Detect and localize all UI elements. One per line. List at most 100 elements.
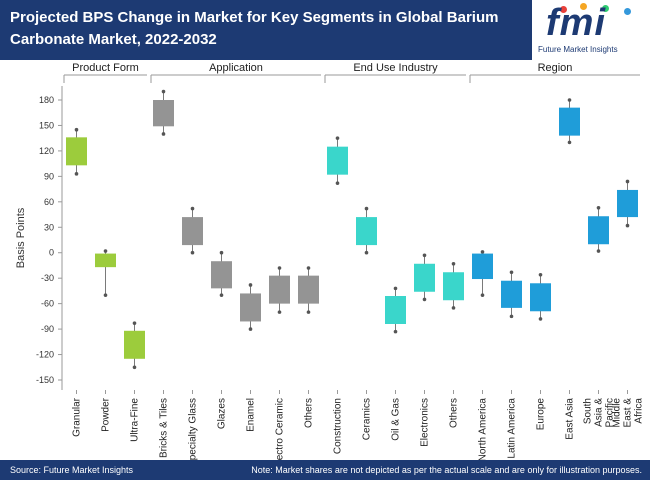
y-tick-label: 150 [39, 120, 54, 130]
x-tick-label: Enamel [246, 398, 257, 432]
y-tick-label: -90 [41, 324, 54, 334]
box-others [298, 275, 319, 304]
logo-dot-orange [580, 3, 587, 10]
box-others [443, 272, 464, 301]
logo-dot-blue [624, 8, 631, 15]
y-tick-label: 180 [39, 95, 54, 105]
whisker-low-dot [625, 223, 630, 228]
x-tick-label: Ultra-Fine [130, 398, 141, 442]
y-tick-label: 60 [44, 197, 54, 207]
y-tick-label: 120 [39, 146, 54, 156]
x-tick-label: Powder [101, 397, 112, 432]
whisker-high-dot [335, 136, 340, 140]
logo-dot-green [602, 5, 609, 12]
whisker-low-dot [451, 306, 456, 310]
whisker-high-dot [219, 250, 224, 255]
logo-wordmark: fmi [546, 2, 606, 44]
x-tick-label: Electro Ceramic [275, 398, 286, 460]
whisker-low-dot [480, 293, 485, 297]
box-electronics [414, 263, 435, 292]
whisker-high-dot [74, 127, 79, 132]
x-tick-label: Europe [536, 398, 547, 431]
x-tick-label: MiddleEast &Africa [612, 398, 645, 428]
box-latin-america [501, 280, 522, 308]
whisker-high-dot [567, 98, 572, 102]
x-tick-label: Glazes [217, 398, 228, 429]
whisker-high-dot [190, 206, 195, 211]
box-powder [95, 253, 116, 268]
x-tick-label: Construction [333, 398, 344, 454]
box-bricks-tiles [153, 100, 174, 127]
group-label: Region [538, 62, 573, 74]
x-tick-label: Ceramics [362, 398, 373, 440]
box-specialty-glass [182, 217, 203, 246]
box-ultra-fine [124, 330, 145, 359]
box-east-asia [559, 107, 580, 136]
x-tick-label: Others [304, 398, 315, 428]
y-tick-label: -150 [36, 375, 54, 385]
box-south-asia-pacific [588, 216, 609, 245]
y-tick-label: 0 [49, 248, 54, 258]
whisker-high-dot [393, 286, 398, 291]
whisker-high-dot [451, 261, 456, 266]
whisker-high-dot [306, 266, 311, 270]
x-tick-label: Others [449, 398, 460, 428]
whisker-high-dot [480, 250, 485, 254]
x-tick-label: Granular [72, 397, 83, 437]
whisker-high-dot [161, 89, 166, 94]
whisker-low-dot [538, 317, 543, 321]
box-oil-gas [385, 296, 406, 324]
box-construction [327, 146, 348, 175]
whisker-low-dot [74, 172, 79, 176]
whisker-low-dot [364, 250, 369, 255]
whisker-low-dot [335, 181, 340, 185]
x-tick-label: Oil & Gas [391, 398, 402, 441]
logo-dot-red [560, 6, 567, 13]
whisker-low-dot [161, 132, 166, 136]
box-enamel [240, 293, 261, 322]
x-tick-label: SouthAsia &Pacific [583, 398, 616, 428]
x-tick-label: Bricks & Tiles [159, 398, 170, 458]
whisker-high-dot [509, 270, 514, 275]
x-tick-label: East Asia [565, 398, 576, 440]
group-label: Product Form [72, 62, 139, 74]
x-tick-label: Specialty Glass [188, 398, 199, 460]
whisker-low-dot [306, 310, 311, 314]
group-label: End Use Industry [353, 62, 438, 74]
x-tick-label: Electronics [420, 398, 431, 447]
box-middle-east-africa [617, 189, 638, 218]
x-tick-label: Latin America [507, 398, 518, 459]
whisker-high-dot [364, 206, 369, 211]
footer-note: Note: Market shares are not depicted as … [251, 465, 642, 475]
box-ceramics [356, 217, 377, 246]
y-tick-label: 30 [44, 222, 54, 232]
header: Projected BPS Change in Market for Key S… [0, 0, 650, 60]
whisker-low-dot [190, 250, 195, 255]
chart-title: Projected BPS Change in Market for Key S… [10, 9, 499, 48]
whisker-high-dot [625, 179, 630, 184]
y-axis-label: Basis Points [15, 207, 27, 268]
whisker-low-dot [422, 297, 427, 302]
whisker-high-dot [596, 205, 601, 210]
y-tick-label: 90 [44, 171, 54, 181]
whisker-high-dot [248, 283, 253, 287]
box-europe [530, 283, 551, 312]
whisker-high-dot [132, 321, 137, 325]
footer-source: Source: Future Market Insights [10, 465, 134, 475]
whisker-low-dot [567, 140, 572, 145]
box-north-america [472, 253, 493, 280]
whisker-low-dot [248, 327, 253, 331]
fmi-logo: fmi Future Market Insights [532, 0, 650, 60]
whisker-low-dot [219, 293, 224, 297]
box-glazes [211, 261, 232, 289]
box-chart: 180 150 120 90 60 30 0 -30 -60 -90 -120 -150 Basis P… [15, 62, 645, 460]
group-label: Application [209, 62, 263, 74]
y-tick-label: -30 [41, 273, 54, 283]
whisker-low-dot [596, 249, 601, 253]
box-granular [66, 137, 87, 166]
whisker-high-dot [103, 249, 108, 253]
whisker-low-dot [132, 365, 137, 370]
whisker-low-dot [393, 329, 398, 334]
footer: Source: Future Market Insights Note: Mar… [0, 460, 650, 480]
y-tick-label: -60 [41, 299, 54, 309]
